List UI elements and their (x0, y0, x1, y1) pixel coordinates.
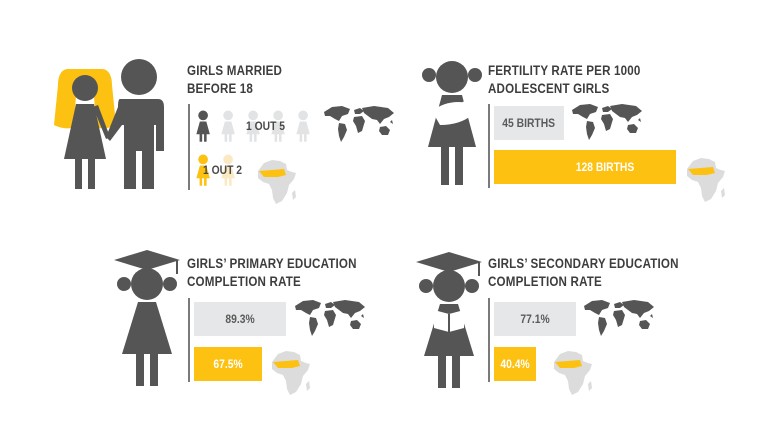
primary-axis-line (188, 298, 190, 382)
married-title-line2: BEFORE 18 (187, 81, 254, 96)
fertility-africa-value: 128 BIRTHS (575, 160, 635, 174)
africa-map-icon (554, 351, 592, 395)
primary-title-line1: GIRLS’ PRIMARY EDUCATION (187, 256, 357, 271)
panel-girls-married: GIRLS MARRIED BEFORE 18 1 OUT 5 1 OUT 2 (0, 0, 400, 220)
panel-secondary-education: GIRLS’ SECONDARY EDUCATION COMPLETION RA… (400, 220, 780, 439)
fertility-axis-line (488, 104, 490, 188)
fertility-world-bar: 45 BIRTHS (494, 106, 564, 140)
primary-title-line2: COMPLETION RATE (187, 274, 301, 289)
primary-africa-value: 67.5% (213, 357, 243, 371)
fertility-title-line2: ADOLESCENT GIRLS (488, 81, 610, 96)
world-map-icon (295, 300, 365, 336)
secondary-title: GIRLS’ SECONDARY EDUCATION COMPLETION RA… (488, 255, 679, 291)
girl-icon-empty (296, 110, 310, 142)
girl-icon-empty (221, 110, 235, 142)
fertility-title: FERTILITY RATE PER 1000 ADOLESCENT GIRLS (488, 62, 641, 98)
married-axis-line (188, 104, 190, 190)
fertility-title-line1: FERTILITY RATE PER 1000 (488, 63, 641, 78)
world-map-icon (572, 104, 642, 140)
world-map-icon (584, 300, 654, 336)
africa-map-icon (687, 158, 725, 202)
secondary-axis-line (488, 298, 490, 382)
panel-fertility-rate: FERTILITY RATE PER 1000 ADOLESCENT GIRLS… (400, 0, 780, 220)
girl-graduate-icon (114, 250, 180, 386)
married-world-label: 1 OUT 5 (246, 119, 286, 133)
girl-icon-filled (196, 110, 210, 142)
bride-and-groom-icon (54, 59, 164, 189)
girl-graduate-reading-icon (416, 252, 482, 388)
primary-world-value: 89.3% (225, 312, 255, 326)
secondary-world-value: 77.1% (520, 312, 550, 326)
secondary-title-line1: GIRLS’ SECONDARY EDUCATION (488, 256, 679, 271)
primary-world-bar: 89.3% (194, 302, 286, 336)
africa-map-icon (258, 160, 296, 204)
girl-holding-baby-icon (422, 61, 482, 185)
secondary-africa-bar: 40.4% (494, 347, 536, 381)
panel-primary-education: GIRLS’ PRIMARY EDUCATION COMPLETION RATE… (0, 220, 400, 439)
secondary-world-bar: 77.1% (494, 302, 576, 336)
world-map-icon (324, 106, 394, 142)
fertility-world-value: 45 BIRTHS (502, 116, 556, 130)
fertility-africa-bar: 128 BIRTHS (494, 150, 676, 184)
married-title-line1: GIRLS MARRIED (187, 63, 283, 78)
married-africa-label: 1 OUT 2 (203, 163, 243, 177)
primary-title: GIRLS’ PRIMARY EDUCATION COMPLETION RATE (187, 255, 357, 291)
africa-map-icon (272, 351, 310, 395)
married-title: GIRLS MARRIED BEFORE 18 (187, 62, 282, 98)
secondary-title-line2: COMPLETION RATE (488, 274, 602, 289)
secondary-africa-value: 40.4% (500, 357, 530, 371)
primary-africa-bar: 67.5% (194, 347, 262, 381)
